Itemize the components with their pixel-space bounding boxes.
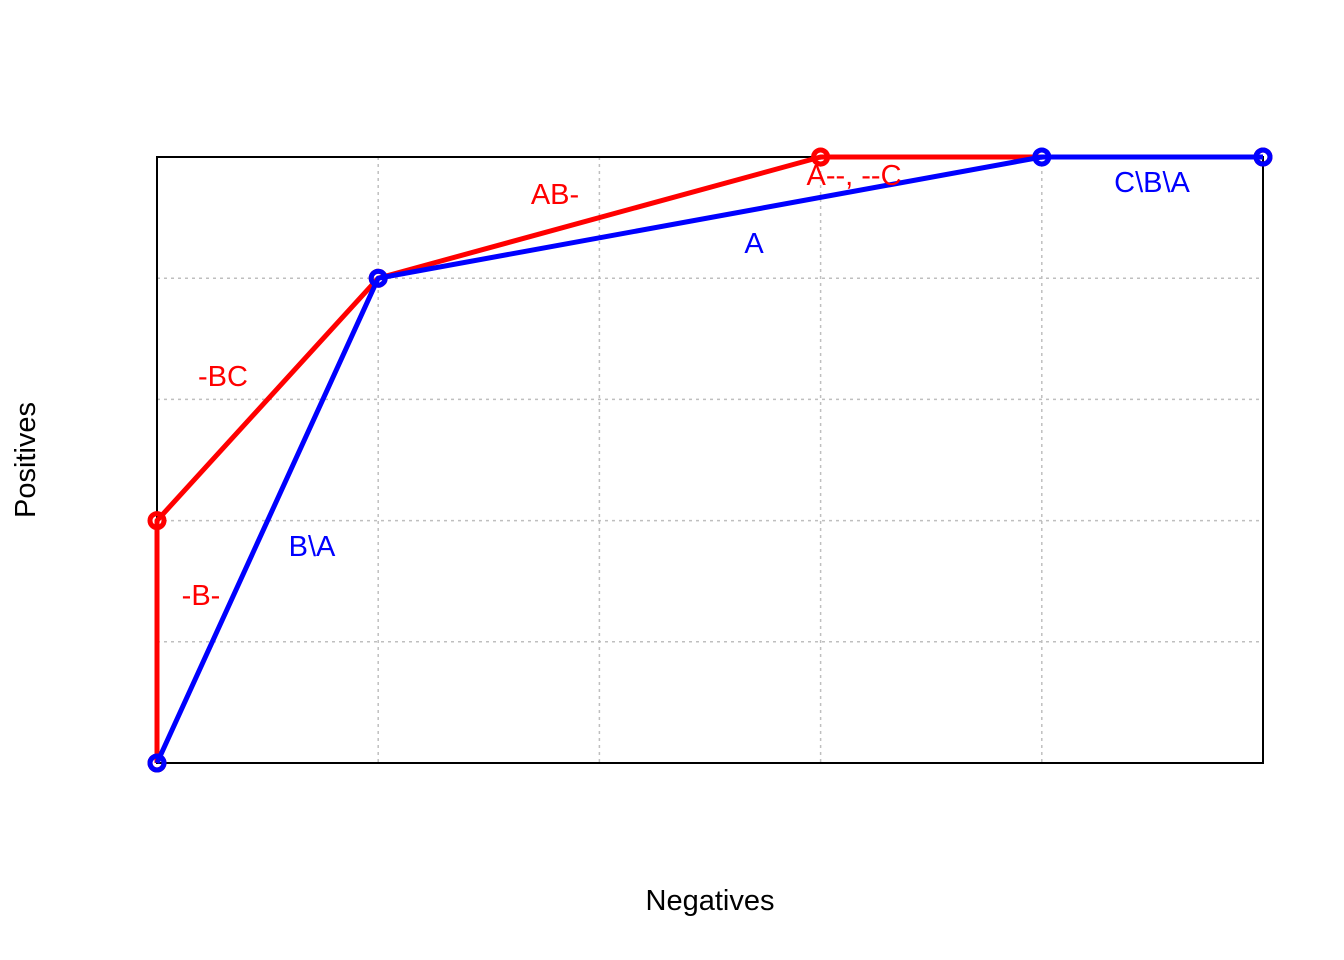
grid-lines	[157, 157, 1263, 763]
data-point	[147, 753, 167, 773]
data-point	[811, 147, 831, 167]
segment-label: A	[744, 228, 764, 260]
segment-labels: -B- -BC AB- A--, --C B\A A C\B\A	[182, 160, 1191, 612]
segment-label: C\B\A	[1114, 167, 1190, 199]
segment-label: B\A	[289, 531, 336, 563]
segment-label: A--, --C	[806, 160, 901, 192]
series-0	[147, 147, 1273, 773]
y-axis-title: Positives	[10, 402, 42, 518]
series-layer	[147, 147, 1273, 773]
data-point	[1032, 147, 1052, 167]
x-axis-title: Negatives	[646, 885, 775, 917]
data-point	[368, 268, 388, 288]
plot-frame	[156, 156, 1264, 764]
segment-label: AB-	[531, 179, 579, 211]
data-point	[147, 511, 167, 531]
series-1	[147, 147, 1273, 773]
series-line	[154, 154, 1263, 763]
segment-label: -BC	[198, 361, 248, 393]
segment-label: -B-	[182, 580, 221, 612]
data-point	[1253, 147, 1273, 167]
series-line	[154, 154, 1263, 765]
